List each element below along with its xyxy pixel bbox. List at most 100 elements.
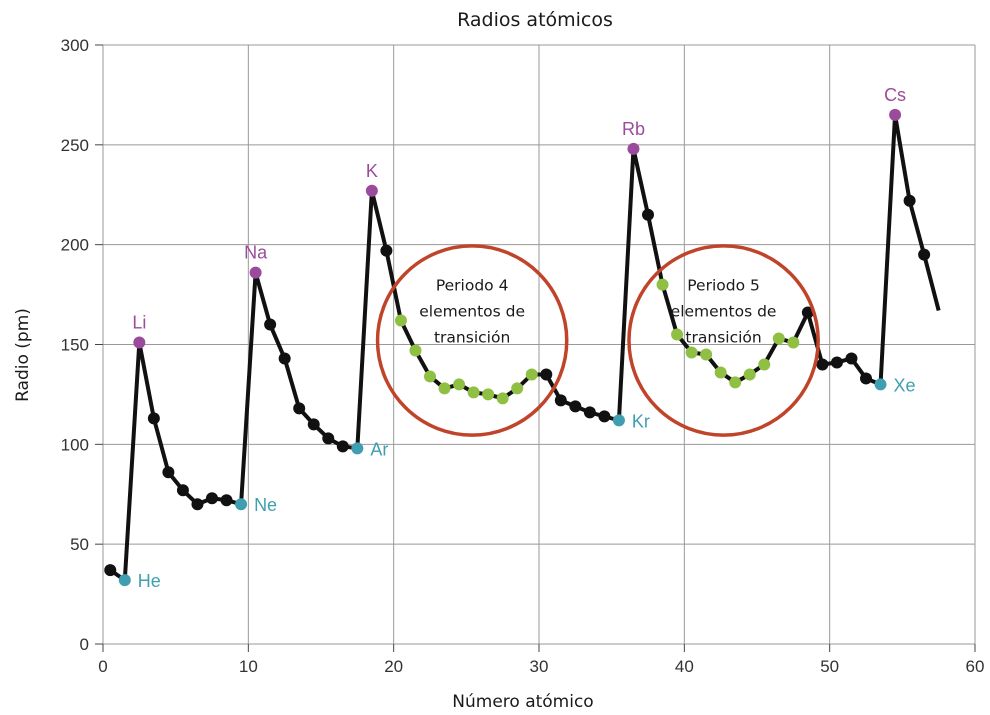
data-point-57 xyxy=(918,248,931,261)
data-point-2 xyxy=(118,574,131,587)
data-point-55 xyxy=(889,108,902,121)
data-point-39 xyxy=(656,278,669,291)
point-label-na: Na xyxy=(244,243,268,263)
data-point-56 xyxy=(903,194,916,207)
data-point-40 xyxy=(671,328,684,341)
data-point-30 xyxy=(525,368,538,381)
point-labels: He Li Ne Na Ar K Kr Rb Xe Cs xyxy=(132,85,915,591)
data-point-11 xyxy=(249,266,262,279)
data-point-50 xyxy=(816,358,829,371)
data-line xyxy=(109,112,941,583)
chart-title: Radios atómicos xyxy=(457,9,613,31)
data-point-17 xyxy=(336,440,349,453)
y-tick-label-4: 200 xyxy=(61,236,89,255)
x-tick-label-4: 40 xyxy=(675,657,694,676)
data-points xyxy=(104,108,931,587)
data-point-24 xyxy=(438,382,451,395)
data-point-23 xyxy=(424,370,436,383)
data-point-33 xyxy=(569,400,582,413)
transition-circle-1 xyxy=(627,244,820,437)
point-label-kr: Kr xyxy=(632,411,650,431)
data-point-31 xyxy=(540,368,553,381)
data-point-13 xyxy=(278,352,291,365)
data-point-35 xyxy=(598,410,611,423)
data-point-19 xyxy=(365,184,378,197)
data-point-27 xyxy=(482,388,495,401)
data-point-1 xyxy=(104,564,117,577)
data-point-49 xyxy=(801,306,814,319)
y-axis-label: Radio (pm) xyxy=(13,308,33,402)
data-point-34 xyxy=(583,406,596,419)
point-label-ar: Ar xyxy=(370,439,388,459)
point-label-li: Li xyxy=(132,313,146,333)
data-point-25 xyxy=(453,378,466,391)
data-point-52 xyxy=(845,352,858,365)
grid xyxy=(95,44,976,652)
data-point-3 xyxy=(133,336,146,349)
data-point-9 xyxy=(220,494,233,507)
data-point-37 xyxy=(627,142,640,155)
point-label-cs: Cs xyxy=(884,85,906,105)
y-tick-label-6: 300 xyxy=(61,36,89,55)
data-point-51 xyxy=(830,356,843,369)
data-point-46 xyxy=(758,358,771,371)
data-point-44 xyxy=(729,376,742,389)
point-label-xe: Xe xyxy=(894,375,916,395)
annotation-text-0-2: transición xyxy=(434,329,510,347)
annotation-text-1-2: transición xyxy=(685,329,761,347)
data-point-26 xyxy=(467,386,480,399)
data-point-6 xyxy=(176,484,189,497)
data-point-18 xyxy=(351,442,364,455)
annotation-text-0-0: Periodo 4 xyxy=(436,277,509,295)
x-tick-label-6: 60 xyxy=(966,657,985,676)
data-point-10 xyxy=(235,498,248,511)
annotation-text-1-1: elementos de xyxy=(671,303,777,321)
data-point-47 xyxy=(772,332,785,345)
data-point-5 xyxy=(162,466,175,479)
data-point-38 xyxy=(642,208,654,221)
annotations: Periodo 4 elementos de transición Periodo 5… xyxy=(375,244,820,437)
y-tick-label-2: 100 xyxy=(61,435,89,454)
data-point-54 xyxy=(874,378,887,391)
x-axis-label: Número atómico xyxy=(452,692,593,712)
tick-labels: 0 10 20 30 40 50 60 0 50 100 150 200 250 300 xyxy=(61,36,985,676)
point-label-ne: Ne xyxy=(254,495,277,515)
point-label-rb: Rb xyxy=(622,119,645,139)
y-tick-label-3: 150 xyxy=(61,336,89,355)
y-tick-label-1: 50 xyxy=(70,535,89,554)
annotation-text-1-0: Periodo 5 xyxy=(687,277,760,295)
data-point-36 xyxy=(612,414,625,427)
data-point-20 xyxy=(380,244,393,257)
data-point-12 xyxy=(264,318,277,331)
annotation-text-0-1: elementos de xyxy=(419,303,525,321)
data-point-8 xyxy=(206,492,218,505)
data-point-7 xyxy=(191,498,204,511)
data-point-28 xyxy=(496,392,509,405)
x-tick-label-3: 30 xyxy=(530,657,549,676)
data-point-45 xyxy=(743,368,756,381)
x-tick-label-2: 20 xyxy=(384,657,403,676)
data-point-48 xyxy=(787,336,800,349)
data-point-22 xyxy=(409,344,422,357)
data-point-16 xyxy=(322,432,335,445)
x-tick-label-0: 0 xyxy=(98,657,107,676)
series-line xyxy=(109,112,941,583)
data-point-29 xyxy=(511,382,524,395)
data-point-15 xyxy=(307,418,320,431)
data-point-43 xyxy=(714,366,727,379)
data-point-53 xyxy=(860,372,872,385)
data-point-32 xyxy=(554,394,567,407)
data-point-4 xyxy=(147,412,160,425)
point-label-he: He xyxy=(138,571,161,591)
y-tick-label-0: 0 xyxy=(80,635,89,654)
y-tick-label-5: 250 xyxy=(61,136,89,155)
data-point-21 xyxy=(394,314,407,327)
data-point-42 xyxy=(700,348,713,361)
point-label-k: K xyxy=(366,161,378,181)
x-tick-label-5: 50 xyxy=(820,657,839,676)
x-tick-label-1: 10 xyxy=(239,657,258,676)
data-point-14 xyxy=(293,402,306,415)
transition-circle-0 xyxy=(375,244,569,437)
data-point-41 xyxy=(685,346,698,359)
